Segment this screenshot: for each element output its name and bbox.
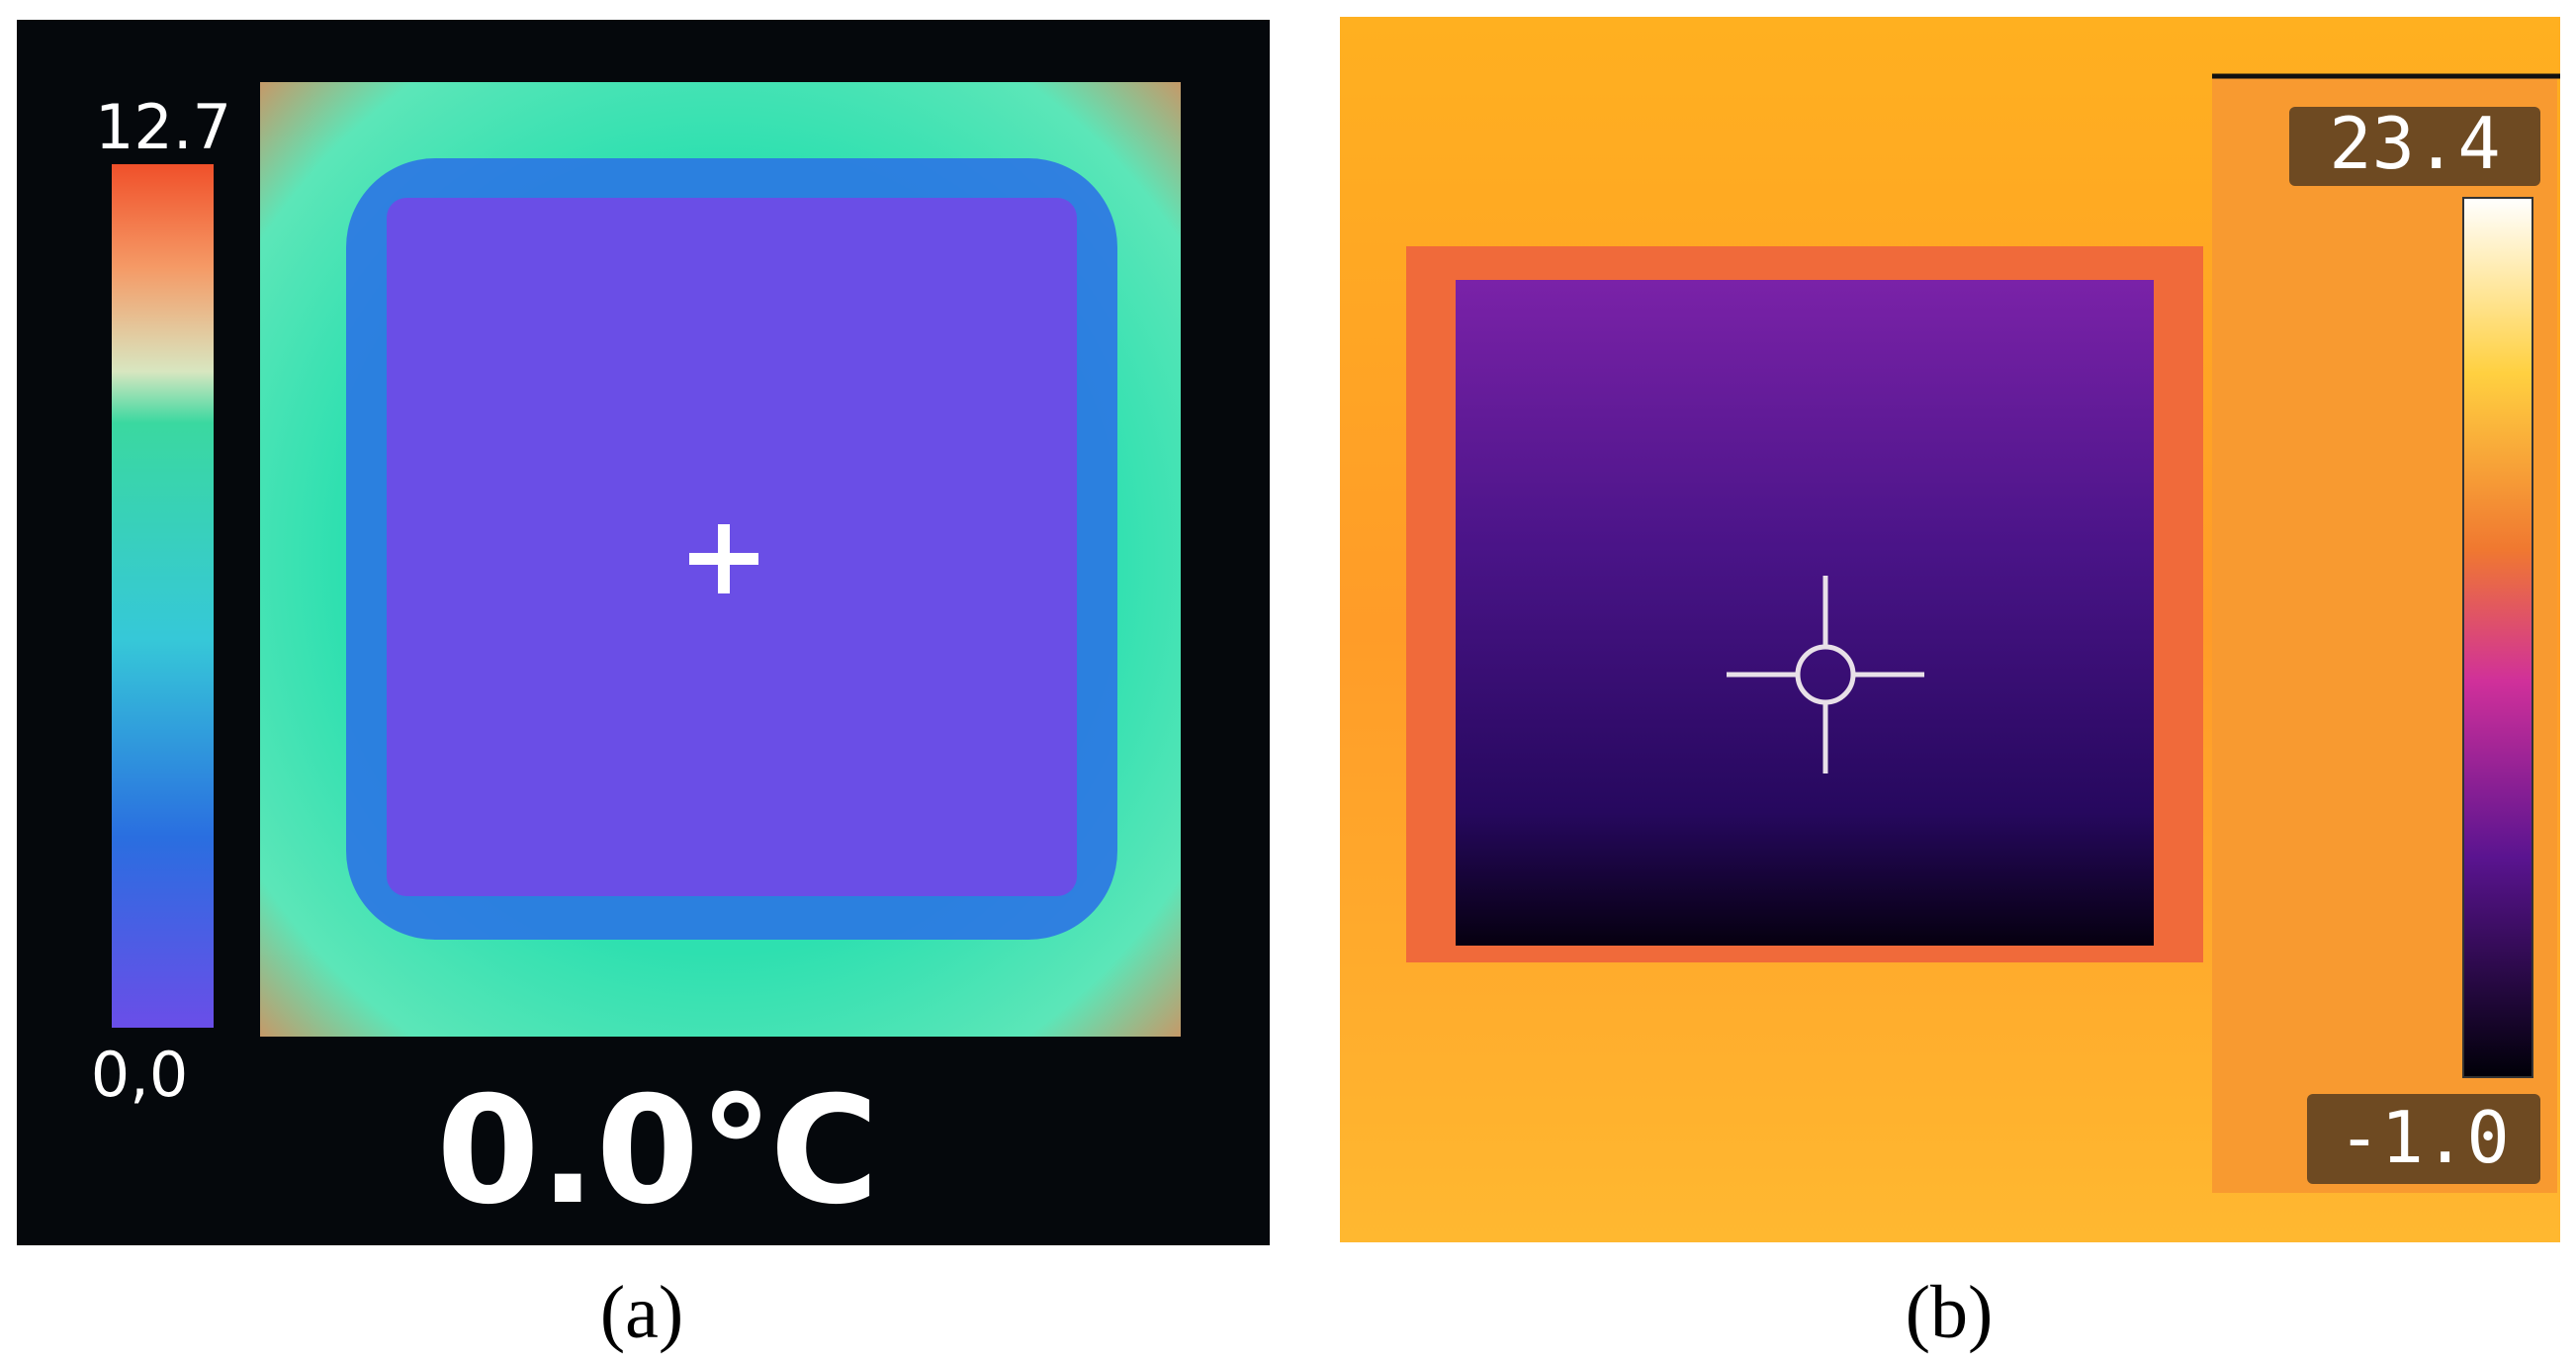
cold-region xyxy=(387,198,1077,896)
crosshair xyxy=(1727,576,1924,773)
caption: (a) xyxy=(600,1271,683,1354)
cold-region xyxy=(1456,280,2154,946)
color-scale xyxy=(2462,197,2533,1078)
scale-min: -1.0 xyxy=(2338,1096,2509,1179)
temperature-reading: 0.0℃ xyxy=(436,1065,878,1237)
scale-min: 0,0 xyxy=(91,1039,189,1111)
crosshair xyxy=(689,524,758,593)
scale-max: 12.7 xyxy=(95,91,231,163)
color-scale xyxy=(112,164,214,1028)
caption: (b) xyxy=(1906,1271,1994,1354)
scale-max-box xyxy=(2289,107,2540,186)
scale-max: 23.4 xyxy=(2329,102,2500,185)
scale-min-box xyxy=(2307,1094,2540,1184)
